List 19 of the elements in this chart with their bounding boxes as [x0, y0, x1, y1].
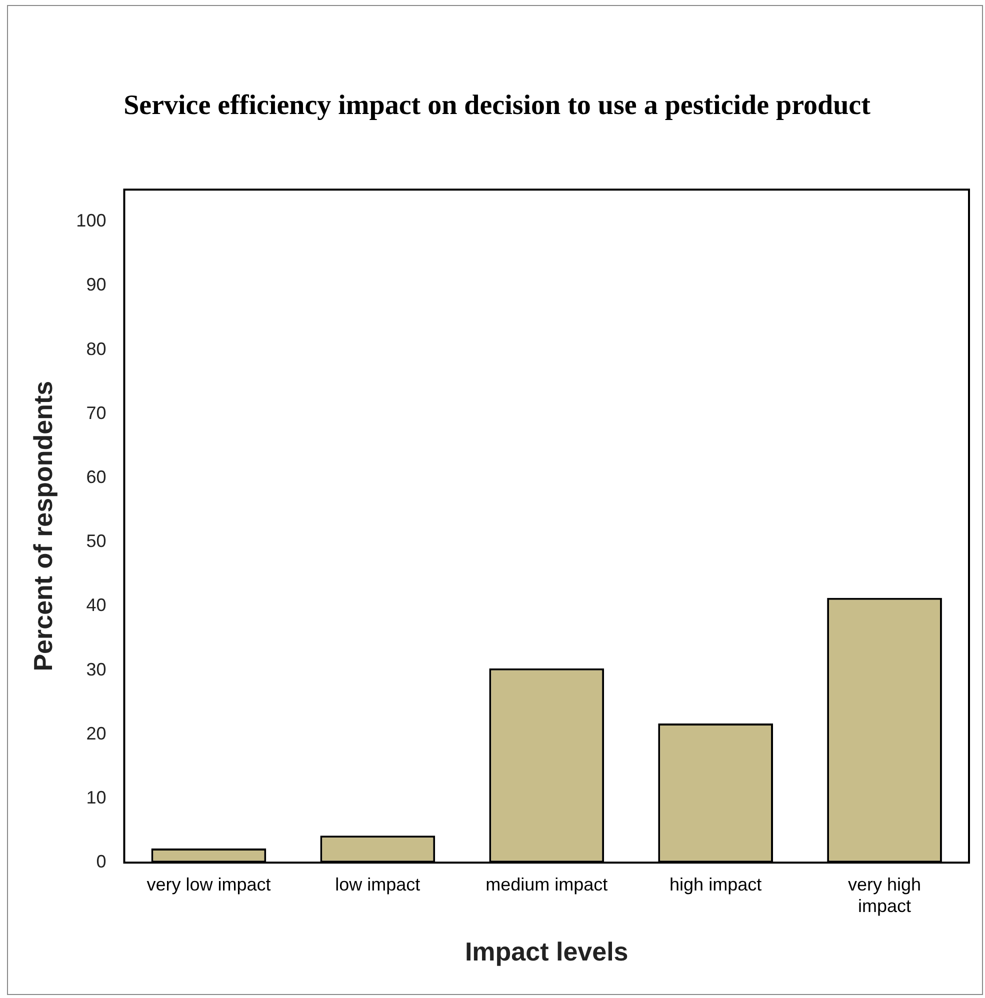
y-axis-title: Percent of respondents — [28, 380, 58, 672]
y-tick-label: 0 — [96, 852, 106, 872]
x-tick-label: very high impact — [848, 874, 922, 916]
y-tick-label: 100 — [76, 210, 106, 231]
y-tick-label: 40 — [86, 595, 106, 616]
y-tick-label: 20 — [86, 723, 106, 744]
chart-title: Service efficiency impact on decision to use a pesticide product — [124, 90, 872, 122]
y-tick-label: 90 — [86, 274, 106, 295]
x-tick-label: very low impact — [146, 874, 271, 894]
y-tick-label: 10 — [86, 787, 106, 808]
y-tick-label: 60 — [86, 466, 106, 487]
y-tick-label: 30 — [86, 659, 106, 680]
x-tick-label: medium impact — [486, 874, 608, 894]
y-tick-label: 70 — [86, 402, 106, 423]
x-tick-label: high impact — [670, 874, 762, 894]
y-tick-label: 80 — [86, 338, 106, 359]
y-tick-label: 50 — [86, 531, 106, 552]
x-tick-label: low impact — [335, 874, 420, 894]
x-axis-title: Impact levels — [464, 936, 628, 967]
